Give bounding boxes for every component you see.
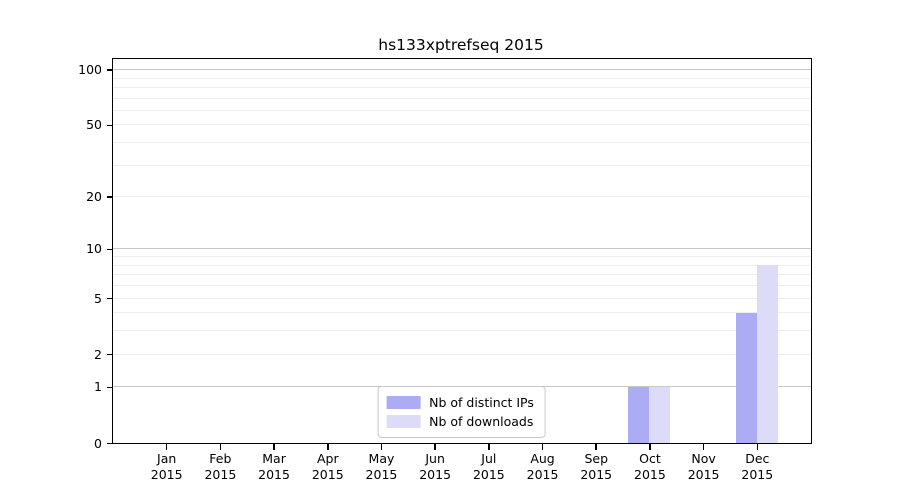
x-tick-month: Sep (584, 451, 608, 466)
x-tick-jul (488, 443, 490, 450)
y-tick-label-2: 2 (94, 346, 102, 362)
x-tick-month: Aug (530, 451, 555, 466)
x-tick-month: Jul (481, 451, 497, 466)
minor-gridline-60 (112, 109, 811, 111)
minor-gridline-2 (112, 353, 811, 355)
x-tick-month: Jan (157, 451, 177, 466)
x-tick-year: 2015 (687, 467, 720, 482)
x-tick-label-nov: Nov 2015 (672, 451, 736, 483)
chart-title: hs133xptrefseq 2015 (378, 36, 544, 54)
minor-gridline-8 (112, 264, 811, 266)
legend-item-distinct-ips: Nb of distinct IPs (386, 393, 534, 412)
x-tick-apr (327, 443, 329, 450)
x-tick-label-apr: Apr 2015 (296, 451, 360, 483)
x-tick-label-feb: Feb 2015 (188, 451, 252, 483)
bar-nb-of-distinct-ips-oct (628, 386, 650, 443)
bar-nb-of-downloads-oct (649, 386, 671, 443)
minor-gridline-7 (112, 274, 811, 276)
x-tick-label-dec: Dec 2015 (725, 451, 789, 483)
minor-gridline-40 (112, 142, 811, 144)
x-tick-oct (649, 443, 651, 450)
y-tick-0 (107, 442, 113, 445)
x-tick-label-may: May 2015 (349, 451, 413, 483)
minor-gridline-30 (112, 164, 811, 166)
y-tick-label-1: 1 (94, 379, 102, 395)
x-tick-jun (434, 443, 436, 450)
x-tick-month: Nov (691, 451, 716, 466)
x-tick-may (380, 443, 383, 450)
y-tick-label-5: 5 (94, 290, 102, 306)
major-gridline-100 (112, 69, 811, 71)
x-tick-year: 2015 (365, 467, 398, 482)
x-tick-year: 2015 (580, 467, 613, 482)
x-tick-year: 2015 (526, 467, 559, 482)
minor-gridline-9 (112, 256, 811, 258)
y-tick-label-20: 20 (86, 189, 102, 205)
x-tick-month: Apr (316, 451, 339, 466)
x-tick-label-jul: Jul 2015 (457, 451, 521, 483)
minor-gridline-3 (112, 330, 811, 332)
x-tick-month: Jun (425, 451, 445, 466)
x-tick-jan (165, 443, 168, 450)
x-tick-aug (541, 443, 544, 450)
minor-gridline-50 (112, 124, 811, 126)
minor-gridline-4 (112, 312, 811, 314)
minor-gridline-20 (112, 196, 811, 198)
x-tick-month: Dec (745, 451, 770, 466)
y-tick-label-0: 0 (94, 435, 102, 451)
x-tick-month: Feb (209, 451, 232, 466)
minor-gridline-70 (112, 97, 811, 99)
bars-layer (113, 59, 811, 443)
x-tick-label-jan: Jan 2015 (135, 451, 199, 483)
minor-gridline-6 (112, 285, 811, 287)
y-tick-20 (107, 196, 113, 198)
x-tick-label-sep: Sep 2015 (564, 451, 628, 483)
x-tick-year: 2015 (419, 467, 452, 482)
x-tick-label-aug: Aug 2015 (511, 451, 575, 483)
x-tick-year: 2015 (741, 467, 774, 482)
x-tick-year: 2015 (311, 467, 344, 482)
bar-nb-of-distinct-ips-dec (735, 312, 757, 443)
x-tick-year: 2015 (634, 467, 666, 482)
y-tick-5 (107, 297, 113, 300)
x-tick-year: 2015 (204, 467, 237, 482)
y-tick-label-50: 50 (86, 117, 102, 133)
minor-gridline-80 (112, 86, 811, 88)
x-tick-month: Oct (639, 451, 661, 466)
legend-label-distinct-ips: Nb of distinct IPs (429, 395, 534, 410)
major-gridline-10 (112, 248, 811, 250)
bar-nb-of-downloads-dec (756, 265, 778, 443)
plot-area: Nb of distinct IPs Nb of downloads (111, 58, 812, 444)
x-tick-year: 2015 (150, 467, 183, 482)
y-tick-50 (107, 124, 113, 127)
x-tick-nov (702, 443, 705, 450)
x-tick-month: May (368, 451, 395, 466)
x-tick-year: 2015 (472, 467, 505, 482)
y-tick-100 (107, 69, 113, 71)
minor-gridline-5 (112, 297, 811, 299)
x-tick-feb (219, 443, 222, 450)
legend: Nb of distinct IPs Nb of downloads (377, 386, 546, 438)
x-tick-label-oct: Oct 2015 (618, 451, 682, 483)
y-tick-2 (107, 353, 113, 356)
x-tick-mar (273, 443, 275, 450)
legend-swatch-distinct-ips (386, 396, 421, 409)
minor-gridline-90 (112, 77, 811, 79)
legend-swatch-downloads (386, 415, 421, 428)
y-tick-1 (107, 386, 113, 389)
legend-item-downloads: Nb of downloads (386, 412, 534, 431)
x-tick-month: Mar (262, 451, 286, 466)
y-tick-label-10: 10 (86, 241, 102, 257)
x-tick-label-jun: Jun 2015 (403, 451, 467, 483)
legend-label-downloads: Nb of downloads (429, 414, 534, 429)
x-tick-label-mar: Mar 2015 (242, 451, 306, 483)
y-tick-label-100: 100 (78, 62, 102, 78)
x-tick-year: 2015 (258, 467, 290, 482)
x-tick-dec (756, 443, 759, 450)
x-tick-sep (595, 443, 597, 450)
y-tick-10 (107, 248, 113, 251)
